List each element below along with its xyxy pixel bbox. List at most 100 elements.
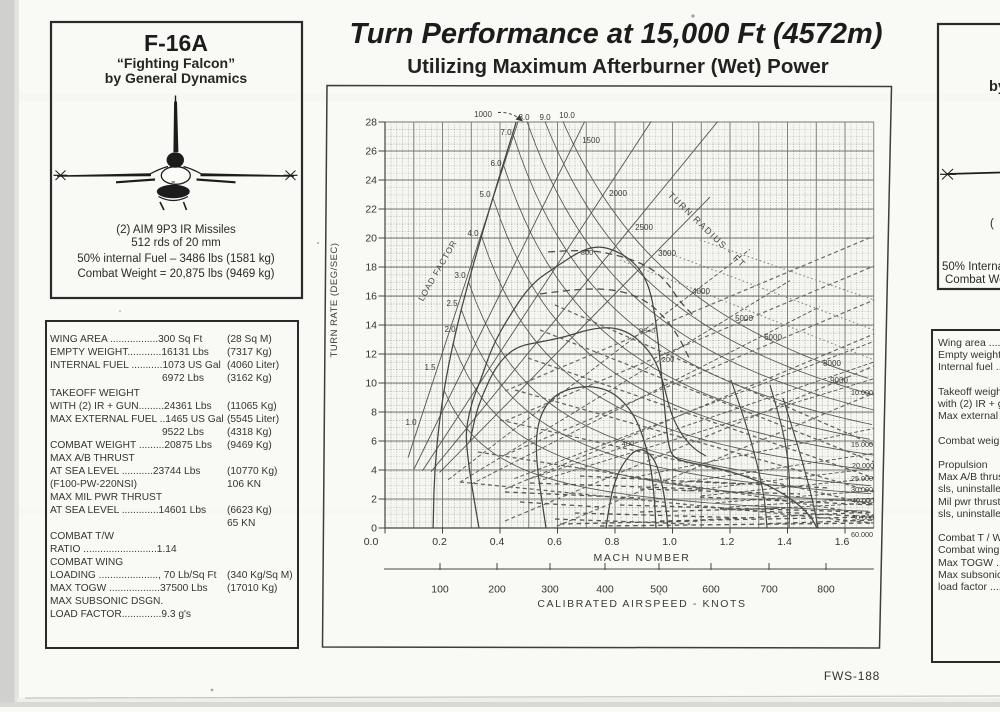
svg-text:512 rds of 20 mm: 512 rds of 20 mm — [131, 237, 220, 249]
svg-text:Utilizing Maximum Afterburner: Utilizing Maximum Afterburner (Wet) Powe… — [407, 55, 828, 78]
svg-text:Max A/B thrus: Max A/B thrus — [938, 471, 1000, 483]
svg-text:2.0: 2.0 — [444, 325, 456, 334]
svg-text:Max subsonic: Max subsonic — [938, 569, 1000, 581]
svg-text:(7317 Kg): (7317 Kg) — [227, 347, 272, 358]
svg-text:1500: 1500 — [582, 136, 600, 145]
svg-text:0.6: 0.6 — [547, 536, 562, 548]
svg-text:5000: 5000 — [735, 314, 753, 323]
svg-text:1.0: 1.0 — [405, 418, 417, 427]
svg-text:30.000: 30.000 — [851, 485, 873, 494]
svg-text:3000: 3000 — [658, 249, 676, 258]
svg-text:sls, uninstalled: sls, uninstalled — [938, 508, 1000, 520]
svg-text:1.2: 1.2 — [720, 536, 735, 548]
svg-text:2: 2 — [371, 493, 377, 505]
svg-text:0.0: 0.0 — [364, 536, 379, 548]
svg-text:100: 100 — [431, 584, 449, 596]
svg-text:(10770 Kg): (10770 Kg) — [227, 466, 277, 477]
svg-text:60.000: 60.000 — [851, 530, 873, 539]
svg-text:65 KN: 65 KN — [227, 518, 255, 529]
svg-text:8: 8 — [371, 406, 377, 418]
svg-text:18: 18 — [365, 261, 377, 273]
svg-text:40.000: 40.000 — [852, 496, 874, 505]
svg-text:Combat We: Combat We — [945, 274, 1000, 286]
svg-text:Combat T / W: Combat T / W — [938, 532, 1000, 544]
svg-text:TAKEOFF WEIGHT: TAKEOFF WEIGHT — [50, 388, 140, 399]
svg-text:(11065 Kg): (11065 Kg) — [227, 401, 277, 412]
svg-text:7.0: 7.0 — [500, 128, 512, 137]
svg-text:600: 600 — [702, 584, 720, 596]
svg-text:CALIBRATED AIRSPEED - KNOTS: CALIBRATED AIRSPEED - KNOTS — [537, 598, 746, 610]
svg-text:1.4: 1.4 — [777, 536, 792, 548]
svg-text:14: 14 — [365, 319, 377, 331]
svg-text:10.000: 10.000 — [851, 388, 873, 397]
svg-text:50% Internal: 50% Internal — [942, 261, 1000, 273]
svg-text:8.0: 8.0 — [518, 113, 530, 122]
svg-text:4.0: 4.0 — [467, 229, 479, 238]
svg-text:(9469 Kg): (9469 Kg) — [227, 440, 272, 451]
svg-text:2500: 2500 — [635, 223, 653, 232]
svg-text:F-16A: F-16A — [144, 30, 208, 56]
svg-text:Takeoff weight: Takeoff weight — [938, 386, 1000, 398]
svg-text:MAX MIL PWR THRUST: MAX MIL PWR THRUST — [50, 492, 162, 503]
svg-text:LOAD FACTOR..............9.3 g: LOAD FACTOR..............9.3 g's — [50, 609, 191, 620]
svg-text:(4060 Liter): (4060 Liter) — [227, 360, 279, 371]
svg-text:MAX EXTERNAL FUEL ..1465 US Ga: MAX EXTERNAL FUEL ..1465 US Gal — [50, 414, 224, 425]
svg-text:4: 4 — [371, 464, 377, 476]
svg-text:22: 22 — [365, 203, 377, 215]
svg-text:24: 24 — [365, 174, 377, 186]
svg-text:4000: 4000 — [692, 287, 710, 296]
svg-text:COMBAT T/W: COMBAT T/W — [50, 531, 114, 542]
svg-text:5.0: 5.0 — [479, 190, 491, 199]
svg-text:800: 800 — [817, 584, 835, 596]
svg-text:(: ( — [990, 218, 994, 230]
svg-text:400: 400 — [596, 584, 614, 596]
svg-text:500: 500 — [650, 584, 668, 596]
svg-text:Empty weight .: Empty weight . — [938, 349, 1000, 361]
svg-text:0: 0 — [371, 522, 377, 534]
svg-text:COMBAT WEIGHT .........20875 L: COMBAT WEIGHT .........20875 Lbs — [50, 440, 212, 451]
svg-text:20.000: 20.000 — [852, 461, 874, 470]
svg-text:(28 Sq M): (28 Sq M) — [227, 334, 272, 345]
svg-text:(F100-PW-220NSI): (F100-PW-220NSI) — [50, 479, 137, 490]
svg-text:“Fighting Falcon”: “Fighting Falcon” — [117, 55, 235, 71]
svg-text:6972 Lbs: 6972 Lbs — [162, 373, 204, 384]
svg-text:Combat wing l: Combat wing l — [938, 544, 1000, 556]
svg-text:(4318 Kg): (4318 Kg) — [227, 427, 272, 438]
svg-text:9522 Lbs: 9522 Lbs — [162, 427, 204, 438]
svg-text:6.0: 6.0 — [490, 159, 502, 168]
svg-text:400: 400 — [622, 439, 635, 448]
svg-text:6: 6 — [371, 435, 377, 447]
svg-text:28: 28 — [365, 116, 377, 128]
svg-text:EMPTY WEIGHT............16131: EMPTY WEIGHT............16131 Lbs — [50, 347, 209, 358]
svg-text:TURN RATE (DEG/SEC): TURN RATE (DEG/SEC) — [329, 243, 340, 358]
svg-text:200: 200 — [662, 355, 675, 364]
svg-text:50% internal Fuel – 3486 lbs: 50% internal Fuel – 3486 lbs (1581 kg) — [77, 253, 275, 265]
svg-text:MAX TOGW ..................375: MAX TOGW ..................37500 Lbs — [50, 583, 208, 594]
svg-text:RATIO ........................: RATIO ..........................1.14 — [50, 544, 177, 555]
svg-text:10.0: 10.0 — [559, 111, 575, 120]
svg-text:by General Dynamics: by General Dynamics — [105, 70, 248, 86]
svg-text:(5545 Liter): (5545 Liter) — [227, 414, 279, 425]
svg-text:PS=0: PS=0 — [639, 328, 655, 335]
svg-text:0.8: 0.8 — [605, 536, 620, 548]
svg-text:20: 20 — [365, 232, 377, 244]
svg-text:AT SEA LEVEL ...........23744: AT SEA LEVEL ...........23744 Lbs — [50, 466, 200, 477]
svg-text:sls, uninstalled: sls, uninstalled — [938, 483, 1000, 495]
svg-text:LOADING .....................,: LOADING ....................., 70 Lb/Sq … — [50, 570, 217, 581]
svg-text:1.0: 1.0 — [662, 536, 677, 548]
svg-text:106 KN: 106 KN — [227, 479, 261, 490]
svg-text:INTERNAL FUEL ...........1073: INTERNAL FUEL ...........1073 US Gal — [50, 360, 221, 371]
svg-text:Combat Weight = 20,875 lbs (94: Combat Weight = 20,875 lbs (9469 kg) — [78, 268, 275, 280]
svg-text:9000: 9000 — [830, 376, 848, 385]
svg-text:WITH (2) IR + GUN.........2436: WITH (2) IR + GUN.........24361 Lbs — [50, 401, 212, 412]
svg-text:200: 200 — [488, 584, 506, 596]
svg-text:Turn Performance at 15,000 Ft: Turn Performance at 15,000 Ft (4572m) — [350, 18, 883, 50]
svg-text:Wing area ......: Wing area ...... — [938, 337, 1000, 349]
svg-text:(3162 Kg): (3162 Kg) — [227, 373, 272, 384]
svg-text:Internal fuel ...: Internal fuel ... — [938, 361, 1000, 373]
svg-text:1000: 1000 — [474, 110, 492, 119]
svg-text:2.5: 2.5 — [446, 299, 458, 308]
svg-text:25.000: 25.000 — [851, 474, 873, 483]
svg-text:2000: 2000 — [609, 189, 627, 198]
svg-text:Max external fu: Max external fu — [938, 410, 1000, 422]
